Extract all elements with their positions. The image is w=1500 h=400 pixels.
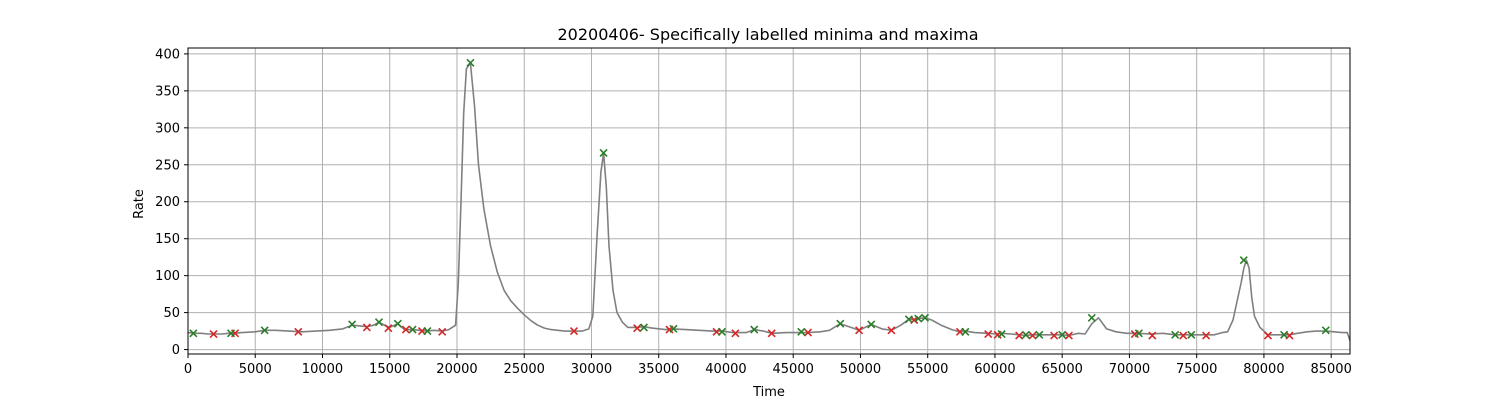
y-tick-label: 0 [172, 343, 180, 358]
minima-marker [887, 326, 896, 335]
minima-marker [1202, 331, 1211, 340]
minima-marker [855, 326, 864, 335]
maxima-marker [466, 58, 475, 67]
minima-marker [384, 324, 393, 333]
minima-marker [1179, 331, 1188, 340]
axes-frame [187, 47, 1351, 355]
maxima-marker [260, 326, 269, 335]
x-tick-label: 75000 [1176, 362, 1217, 377]
y-tick-label: 350 [155, 84, 180, 99]
x-tick-label: 70000 [1109, 362, 1150, 377]
maxima-marker [914, 314, 923, 323]
maxima-marker [599, 148, 608, 158]
minima-marker [984, 329, 993, 339]
maxima-marker [669, 324, 678, 333]
grid [187, 48, 1350, 354]
x-tick-label: 40000 [705, 362, 746, 377]
x-tick-label: 55000 [907, 362, 948, 377]
minima-marker [1028, 331, 1037, 340]
x-tick-label: 65000 [1042, 362, 1083, 377]
x-tick-label: 80000 [1243, 362, 1284, 377]
maxima-marker [904, 315, 913, 324]
maxima-marker [639, 323, 648, 332]
y-tick-label: 50 [163, 306, 180, 321]
minima-marker [362, 323, 371, 332]
x-tick-label: 45000 [773, 362, 814, 377]
x-tick-label: 0 [184, 362, 192, 377]
x-tick-label: 30000 [571, 362, 612, 377]
x-axis-label: Time [752, 385, 785, 400]
maxima-marker [408, 325, 417, 334]
maxima-marker [1021, 330, 1030, 339]
maxima-marker [836, 319, 845, 328]
chart-title: 20200406- Specifically labelled minima a… [557, 25, 978, 44]
minima-marker [633, 324, 642, 333]
minima-marker [1050, 331, 1059, 340]
y-tick-label: 400 [155, 47, 180, 62]
minima-marker [401, 325, 410, 334]
maxima-marker [1239, 256, 1248, 265]
x-tick-label: 25000 [504, 362, 545, 377]
maxima-marker [348, 320, 357, 329]
maxima-marker [226, 329, 236, 338]
y-tick-label: 100 [155, 269, 180, 284]
maxima-marker [1058, 330, 1067, 339]
maxima-marker [1035, 330, 1044, 339]
minima-marker [731, 329, 740, 338]
maxima-marker [423, 327, 432, 336]
maxima-marker [997, 329, 1006, 339]
minima-marker [1064, 331, 1073, 340]
minima-marker [209, 329, 218, 339]
x-tick-label: 35000 [638, 362, 679, 377]
maxima-marker [1087, 313, 1096, 322]
x-tick-label: 50000 [840, 362, 881, 377]
maxima-marker [750, 325, 759, 334]
x-tick-label: 15000 [369, 362, 410, 377]
x-tick-label: 60000 [974, 362, 1015, 377]
minima-marker [767, 329, 776, 338]
plot-area [187, 58, 1351, 341]
minima-marker [1263, 331, 1273, 340]
minima-marker [569, 327, 579, 336]
maxima-marker [961, 327, 970, 336]
minima-marker [294, 327, 303, 336]
x-tick-label: 20000 [436, 362, 477, 377]
maxima-marker [1171, 330, 1180, 339]
maxima-marker [1134, 329, 1143, 338]
maxima-marker [1187, 330, 1196, 339]
x-tick-label: 10000 [302, 362, 343, 377]
y-tick-label: 200 [155, 195, 180, 210]
minima-marker [438, 327, 447, 336]
y-tick-label: 300 [155, 121, 180, 136]
y-tick-label: 150 [155, 232, 180, 247]
maxima-marker [1321, 326, 1330, 335]
x-tick-label: 85000 [1310, 362, 1351, 377]
minima-marker [803, 328, 813, 337]
x-tick-label: 5000 [239, 362, 272, 377]
maxima-marker [1280, 330, 1289, 339]
y-axis: 0 50 100 150 200 250 300 350 400 [155, 47, 188, 358]
minima-marker [1148, 331, 1157, 340]
maxima-marker [717, 327, 726, 336]
maxima-marker [393, 319, 402, 328]
y-axis-label: Rate [132, 189, 147, 219]
maxima-marker [797, 327, 806, 336]
maxima-marker [189, 329, 198, 338]
x-axis: 0 5000 10000 15000 20000 25000 30000 35000 40000… [184, 354, 1352, 377]
y-tick-label: 250 [155, 158, 180, 173]
maxima-marker [920, 313, 930, 322]
maxima-marker [867, 320, 876, 329]
maxima-marker [374, 318, 384, 327]
minima-marker [1015, 331, 1024, 340]
